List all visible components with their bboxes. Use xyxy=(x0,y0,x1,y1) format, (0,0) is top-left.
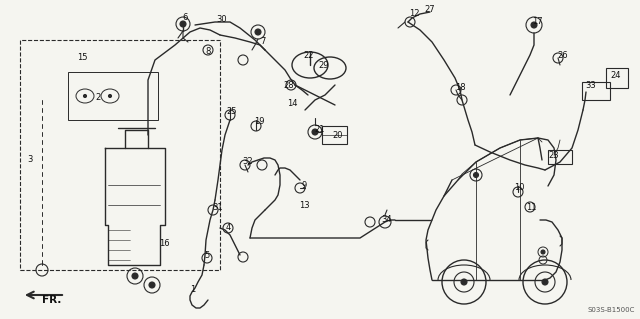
Text: 16: 16 xyxy=(159,239,170,248)
Text: 2: 2 xyxy=(95,93,100,101)
Circle shape xyxy=(542,279,548,285)
Text: 29: 29 xyxy=(319,62,329,70)
Circle shape xyxy=(109,94,111,98)
Text: 10: 10 xyxy=(514,183,524,192)
Text: 26: 26 xyxy=(557,50,568,60)
Text: 34: 34 xyxy=(381,214,392,224)
Circle shape xyxy=(149,282,155,288)
Text: 13: 13 xyxy=(299,202,309,211)
Text: 18: 18 xyxy=(454,84,465,93)
Text: 5: 5 xyxy=(204,251,210,261)
Text: 15: 15 xyxy=(77,53,87,62)
Bar xyxy=(20,40,220,270)
Text: 17: 17 xyxy=(532,18,542,26)
Circle shape xyxy=(312,129,318,135)
Text: 28: 28 xyxy=(284,80,294,90)
Circle shape xyxy=(531,22,537,28)
Circle shape xyxy=(180,21,186,27)
Circle shape xyxy=(255,29,261,35)
Bar xyxy=(582,82,610,100)
Text: 9: 9 xyxy=(301,181,307,189)
Text: 22: 22 xyxy=(304,50,314,60)
Text: 1: 1 xyxy=(190,286,196,294)
Text: 33: 33 xyxy=(586,81,596,91)
Circle shape xyxy=(541,250,545,254)
Text: 8: 8 xyxy=(205,48,211,56)
Bar xyxy=(68,72,158,120)
Text: S03S-B1500C: S03S-B1500C xyxy=(588,307,635,313)
Text: 32: 32 xyxy=(243,157,253,166)
Circle shape xyxy=(83,94,86,98)
Text: FR.: FR. xyxy=(42,295,61,305)
Bar xyxy=(548,150,572,164)
Text: 23: 23 xyxy=(548,151,559,160)
Text: 30: 30 xyxy=(217,16,227,25)
Bar xyxy=(606,68,628,88)
Circle shape xyxy=(461,279,467,285)
Text: 24: 24 xyxy=(611,71,621,80)
Text: 31: 31 xyxy=(212,203,223,211)
Text: 27: 27 xyxy=(425,5,435,14)
Text: 20: 20 xyxy=(333,131,343,140)
Text: 3: 3 xyxy=(28,155,33,165)
Text: 11: 11 xyxy=(525,203,536,211)
Text: 19: 19 xyxy=(253,117,264,127)
Circle shape xyxy=(132,273,138,279)
Text: 21: 21 xyxy=(315,125,325,135)
Circle shape xyxy=(474,173,479,177)
Text: 12: 12 xyxy=(409,9,419,18)
Text: 6: 6 xyxy=(182,13,188,23)
Text: 7: 7 xyxy=(260,38,266,47)
Bar xyxy=(322,126,347,144)
Text: 14: 14 xyxy=(287,100,297,108)
Text: 25: 25 xyxy=(227,107,237,115)
Text: 4: 4 xyxy=(225,224,230,233)
